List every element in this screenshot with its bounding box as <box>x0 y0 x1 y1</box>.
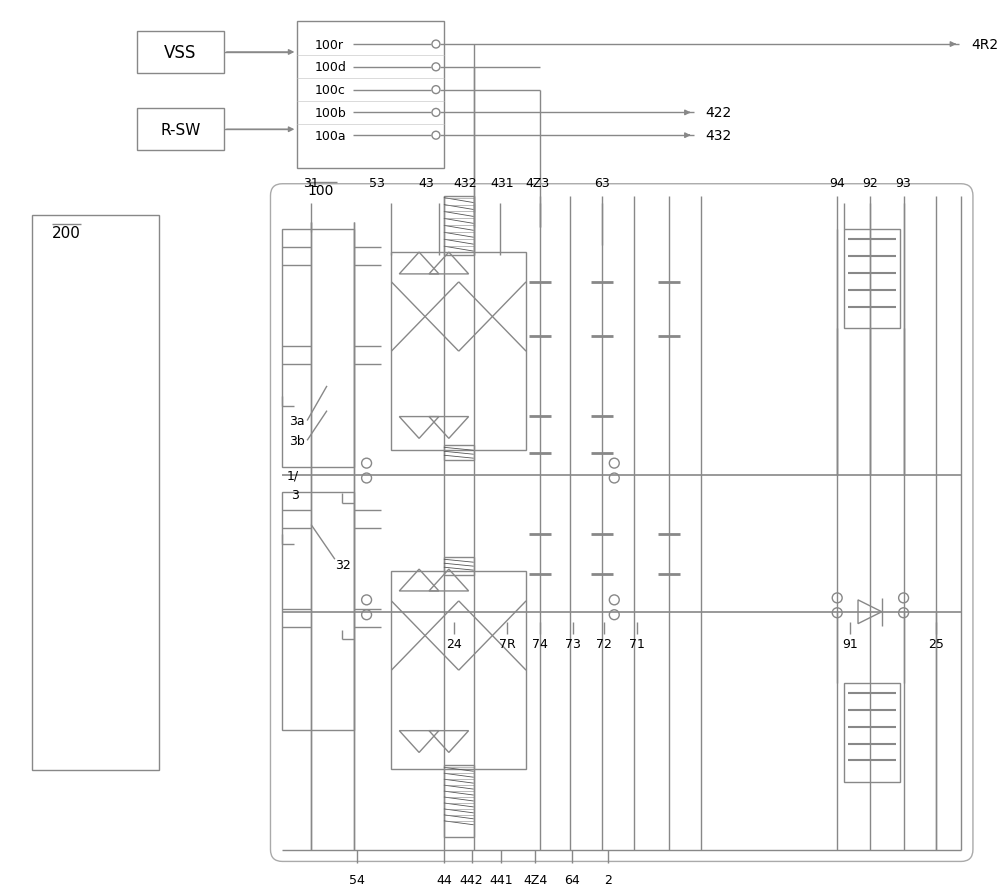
Text: 63: 63 <box>595 177 610 190</box>
Circle shape <box>432 87 440 95</box>
Text: 71: 71 <box>629 637 645 650</box>
Text: 72: 72 <box>596 637 612 650</box>
Circle shape <box>609 473 619 484</box>
Bar <box>444 557 474 575</box>
Text: 441: 441 <box>490 873 513 886</box>
Text: 432: 432 <box>454 177 477 190</box>
Circle shape <box>832 594 842 603</box>
Text: 53: 53 <box>369 177 384 190</box>
Circle shape <box>362 595 372 605</box>
Text: 92: 92 <box>862 177 878 190</box>
Circle shape <box>432 109 440 117</box>
Circle shape <box>362 473 372 484</box>
Text: VSS: VSS <box>164 44 197 62</box>
Bar <box>282 493 354 730</box>
Circle shape <box>832 608 842 618</box>
Circle shape <box>899 594 909 603</box>
Text: 4R2: 4R2 <box>971 38 998 52</box>
Circle shape <box>432 64 440 72</box>
Text: 93: 93 <box>896 177 911 190</box>
Text: 432: 432 <box>705 129 732 143</box>
Circle shape <box>609 459 619 469</box>
Bar <box>844 230 900 329</box>
Text: 94: 94 <box>829 177 845 190</box>
Bar <box>137 109 224 151</box>
Text: 100: 100 <box>307 183 334 198</box>
Circle shape <box>609 595 619 605</box>
Text: 1/: 1/ <box>287 469 299 482</box>
Text: 422: 422 <box>705 106 732 120</box>
Bar <box>844 683 900 782</box>
Text: 7R: 7R <box>499 637 516 650</box>
Circle shape <box>609 610 619 620</box>
Circle shape <box>432 132 440 140</box>
Bar <box>137 32 224 74</box>
Text: 3a: 3a <box>290 415 305 428</box>
Text: 44: 44 <box>436 873 452 886</box>
Text: 24: 24 <box>446 637 462 650</box>
Bar <box>444 197 474 256</box>
Text: 3b: 3b <box>289 434 305 447</box>
Circle shape <box>899 608 909 618</box>
Text: 100d: 100d <box>315 61 347 74</box>
Bar <box>391 253 526 451</box>
Text: 2: 2 <box>604 873 612 886</box>
Text: R-SW: R-SW <box>160 122 201 137</box>
Text: 431: 431 <box>491 177 514 190</box>
Text: 54: 54 <box>349 873 365 886</box>
Text: 43: 43 <box>418 177 434 190</box>
Text: 31: 31 <box>303 177 319 190</box>
Text: 74: 74 <box>532 637 548 650</box>
Bar <box>32 216 159 771</box>
Text: 25: 25 <box>928 637 944 650</box>
Bar <box>282 230 354 468</box>
Bar <box>444 446 474 461</box>
Circle shape <box>362 610 372 620</box>
Text: 3: 3 <box>291 489 299 501</box>
Circle shape <box>432 41 440 49</box>
Text: 200: 200 <box>52 226 80 240</box>
Text: 4Z4: 4Z4 <box>523 873 547 886</box>
Bar <box>391 571 526 769</box>
Text: 100r: 100r <box>315 38 344 51</box>
Text: 4Z3: 4Z3 <box>526 177 550 190</box>
Text: 100c: 100c <box>315 84 346 97</box>
Text: 32: 32 <box>335 558 351 571</box>
Text: 91: 91 <box>842 637 858 650</box>
Circle shape <box>362 459 372 469</box>
Text: 64: 64 <box>564 873 580 886</box>
Text: 442: 442 <box>460 873 483 886</box>
Text: 100a: 100a <box>315 129 347 143</box>
Bar <box>444 766 474 836</box>
Text: 100b: 100b <box>315 107 347 120</box>
Bar <box>297 22 444 168</box>
Text: 73: 73 <box>565 637 581 650</box>
